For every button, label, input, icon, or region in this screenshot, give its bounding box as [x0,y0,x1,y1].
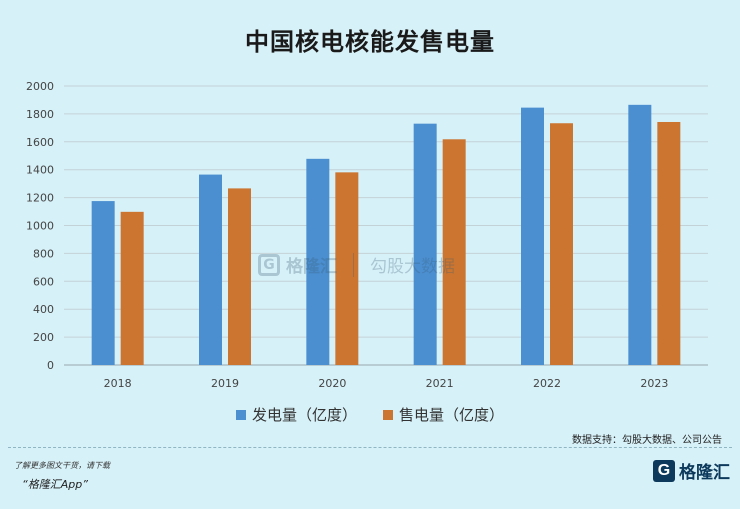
brand-logo: G 格隆汇 [653,458,730,483]
y-tick-label: 1600 [26,136,54,149]
y-tick-label: 0 [47,359,54,372]
bar-sales [550,123,573,366]
bar-sales [228,188,251,365]
legend-label-generation: 发电量（亿度） [251,406,357,424]
y-tick-label: 400 [33,303,54,316]
footer-app-name: “格隆汇App” [22,478,88,491]
legend-label-sales: 售电量（亿度） [399,406,505,424]
y-tick-label: 800 [33,247,54,260]
bar-chart: 0 200 400 600 800 1000 1200 1400 1600 1800 2000 20… [26,80,708,390]
y-axis-ticks: 0 200 400 600 800 1000 1200 1400 1600 1800 2000 [26,80,54,372]
bar-generation [521,107,544,365]
chart-bars [91,104,681,366]
bar-generation [413,123,437,365]
watermark-partner: 勾股大数据 [370,257,455,277]
source-note: 数据支持：勾股大数据、公司公告 [572,435,722,446]
y-tick-label: 1400 [26,164,54,177]
y-tick-label: 600 [33,275,54,288]
bar-sales [335,172,359,365]
watermark-brand: 格隆汇 [286,257,337,277]
legend-swatch-sales [383,409,393,420]
legend-item-generation: 发电量（亿度） [235,404,357,425]
bar-generation [91,201,115,365]
y-tick-label: 1800 [26,108,54,121]
bar-sales [120,211,144,365]
bar-sales [442,139,466,365]
chart-legend: 发电量（亿度） 售电量（亿度） [0,404,740,425]
brand-logo-icon: G [653,459,675,482]
legend-swatch-generation [235,409,246,420]
y-tick-label: 1200 [26,192,54,205]
x-tick-label: 2018 [104,377,132,390]
bar-generation [199,174,222,365]
chart-title: 中国核电核能发售电量 [245,28,495,56]
bar-sales [657,121,681,365]
bar-generation [628,104,652,366]
x-tick-label: 2020 [318,377,346,390]
x-tick-label: 2019 [211,377,239,390]
chart-grid [64,85,708,366]
legend-item-sales: 售电量（亿度） [383,404,504,425]
bar-generation [306,158,330,365]
footer-divider [8,447,732,448]
y-tick-label: 2000 [26,80,54,93]
y-tick-label: 200 [33,331,54,344]
y-tick-label: 1000 [26,220,54,233]
x-tick-label: 2021 [426,377,454,390]
footer-note: 了解更多图文干货，请下载 [14,461,110,470]
x-tick-label: 2022 [533,377,561,390]
x-tick-label: 2023 [640,377,668,390]
watermark-logo-icon: G [258,253,280,276]
watermark: G 格隆汇 勾股大数据 [258,252,455,277]
watermark-divider [353,252,354,277]
x-axis-ticks: 2018 2019 2020 2021 2022 2023 [104,377,669,390]
brand-name: 格隆汇 [679,463,730,483]
